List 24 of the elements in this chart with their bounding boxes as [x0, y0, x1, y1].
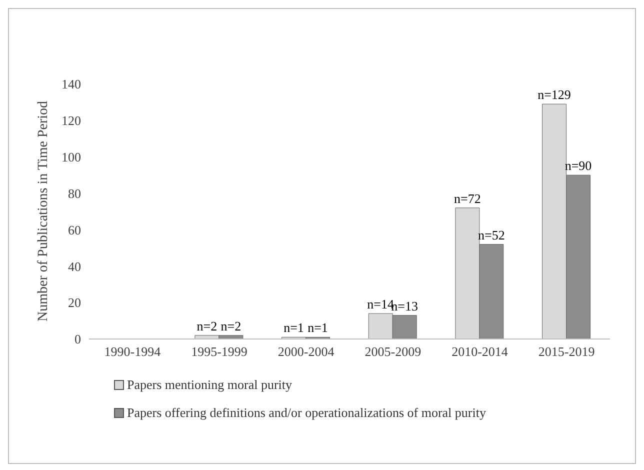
- x-tick-label: 2005-2009: [364, 344, 422, 360]
- data-label: n=129: [538, 87, 571, 102]
- y-tick-label: 40: [68, 258, 81, 274]
- x-tick-label: 1995-1999: [191, 344, 248, 360]
- data-label: n=1: [308, 320, 328, 336]
- legend-label: Papers offering definitions and/or operationalizations of moral purity: [127, 405, 486, 421]
- x-tick-label: 2010-2014: [452, 344, 508, 360]
- y-tick-label: 60: [68, 222, 81, 238]
- y-tick-label: 80: [68, 186, 81, 201]
- y-tick-label: 0: [74, 332, 81, 347]
- data-label: n=52: [478, 227, 505, 242]
- x-tick-label: 2000-2004: [278, 344, 335, 360]
- legend-label: Papers mentioning moral purity: [127, 377, 292, 393]
- y-tick-label: 20: [68, 295, 81, 310]
- y-tick-label: 140: [62, 76, 81, 92]
- y-tick-label: 100: [62, 149, 81, 164]
- data-label: n=2: [220, 318, 242, 334]
- data-label: n=1: [284, 320, 304, 336]
- data-label: n=2: [196, 318, 218, 334]
- x-tick-label: 1990-1994: [104, 344, 162, 360]
- x-tick-label: 2015-2019: [538, 344, 595, 360]
- y-tick-label: 120: [62, 113, 81, 128]
- y-axis-title: Number of Publications in Time Period: [36, 101, 51, 322]
- data-label: n=72: [454, 190, 481, 206]
